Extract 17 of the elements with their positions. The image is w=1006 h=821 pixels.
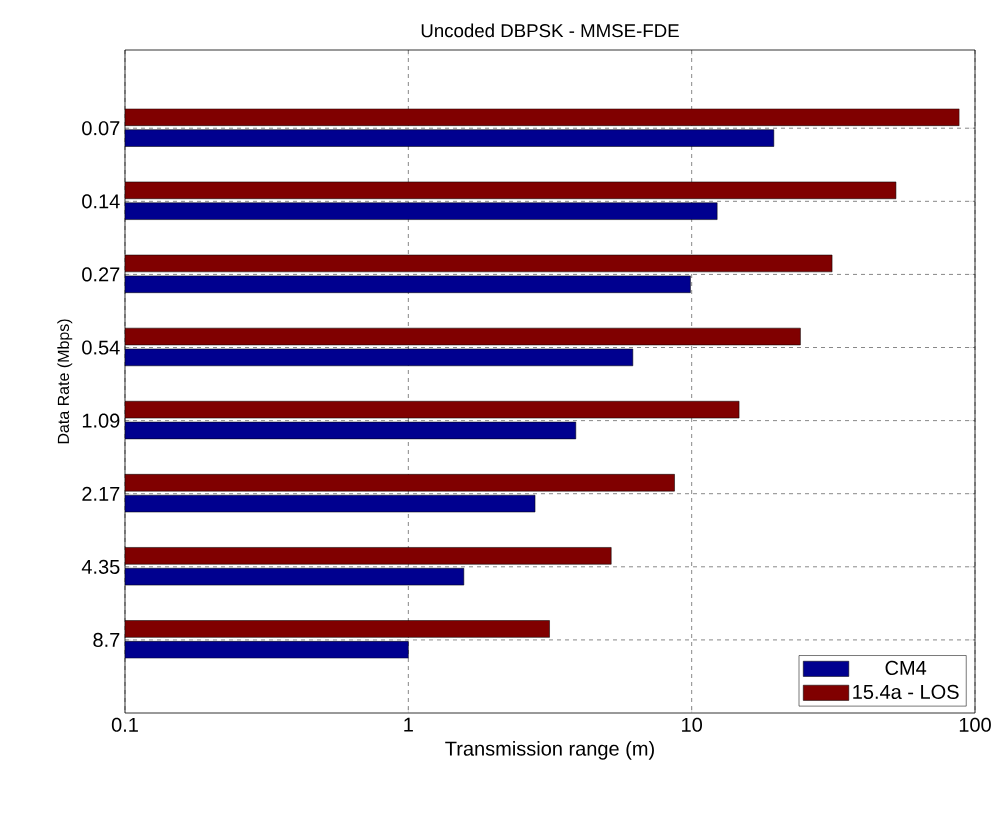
legend-label: CM4 — [885, 660, 927, 675]
chart-title: Uncoded DBPSK - MMSE-FDE — [421, 23, 679, 38]
x-tick-label: 100 — [959, 717, 991, 732]
y-tick-label: 0.14 — [82, 194, 120, 209]
x-axis-title: Transmission range (m) — [445, 741, 654, 760]
y-axis-title: Data Rate (Mbps) — [57, 319, 73, 444]
y-tick-label: 4.35 — [81, 559, 120, 574]
x-tick-label: 1 — [404, 717, 413, 732]
legend-label: 15.4a - LOS — [853, 684, 959, 699]
y-tick-label: 0.27 — [82, 267, 120, 282]
y-tick-label: 0.07 — [82, 121, 120, 136]
y-tick-label: 2.17 — [82, 486, 120, 501]
y-tick-label: 0.54 — [82, 340, 120, 355]
x-tick-label: 10 — [682, 717, 702, 732]
y-tick-label: 1.09 — [82, 413, 120, 428]
x-tick-label: 0.1 — [111, 717, 138, 732]
y-tick-label: 8.7 — [93, 632, 120, 647]
